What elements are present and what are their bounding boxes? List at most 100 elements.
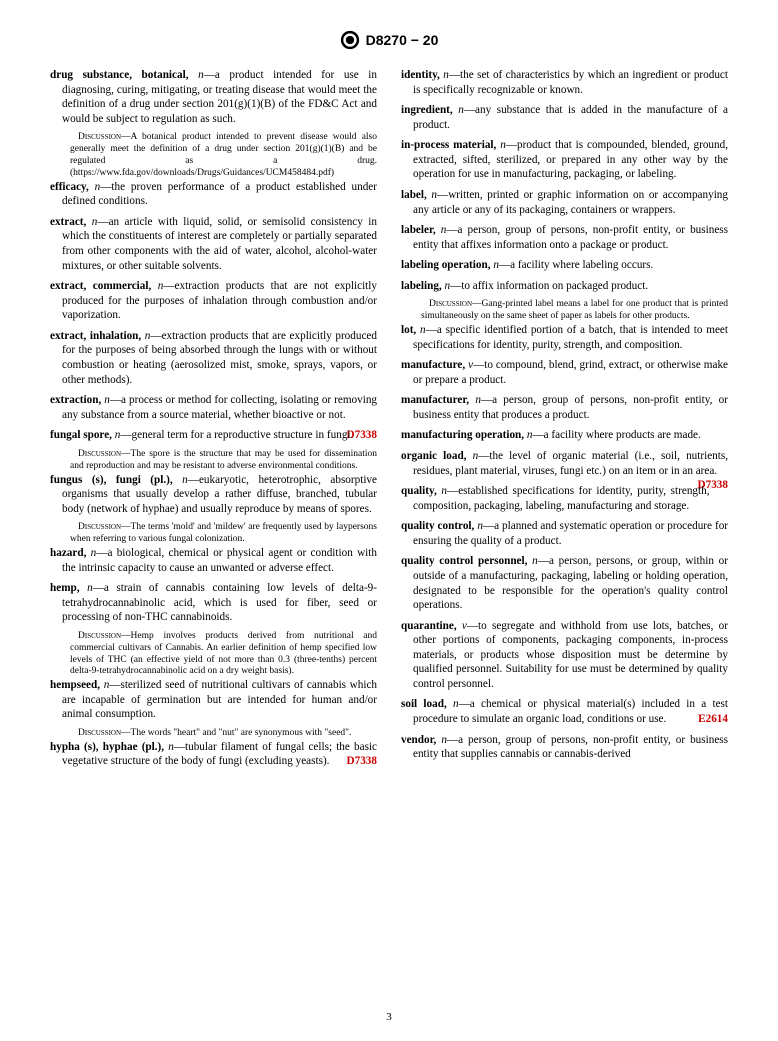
entry-text: extract, n—an article with liquid, solid…: [50, 215, 377, 273]
entry-text: manufacturer, n—a person, group of perso…: [401, 393, 728, 422]
term: fungus (s), fungi (pl.),: [50, 474, 173, 486]
term: hempseed,: [50, 679, 100, 691]
discussion-label: Discussion—: [78, 449, 131, 459]
definition-entry: efficacy, n—the proven performance of a …: [50, 180, 377, 209]
term: labeler,: [401, 224, 436, 236]
term: manufacturer,: [401, 394, 469, 406]
definition: —a person, group of persons, non-profit …: [413, 734, 728, 761]
term: extract, commercial,: [50, 280, 151, 292]
definition-entry: hemp, n—a strain of cannabis containing …: [50, 581, 377, 678]
definition-entry: quality, n—established specifications fo…: [401, 484, 728, 513]
entry-text: hemp, n—a strain of cannabis containing …: [50, 581, 377, 625]
astm-logo-icon: [340, 30, 360, 50]
entry-text: vendor, n—a person, group of persons, no…: [401, 733, 728, 762]
definition-entry: drug substance, botanical, n—a product i…: [50, 68, 377, 180]
definition: —a facility where labeling occurs.: [499, 259, 653, 271]
discussion: Discussion—A botanical product intended …: [50, 132, 377, 180]
entry-text: hazard, n—a biological, chemical or phys…: [50, 546, 377, 575]
definition-entry: labeler, n—a person, group of persons, n…: [401, 223, 728, 252]
definition: —a chemical or physical material(s) incl…: [413, 698, 728, 725]
entry-text: labeler, n—a person, group of persons, n…: [401, 223, 728, 252]
definition: —a process or method for collecting, iso…: [62, 394, 377, 421]
entry-text: organic load, n—the level of organic mat…: [401, 449, 728, 478]
definition-entry: vendor, n—a person, group of persons, no…: [401, 733, 728, 762]
entry-text: manufacture, v—to compound, blend, grind…: [401, 358, 728, 387]
entry-text: in-process material, n—product that is c…: [401, 138, 728, 182]
definition-entry: hypha (s), hyphae (pl.), n—tubular filam…: [50, 740, 377, 769]
entry-text: label, n—written, printed or graphic inf…: [401, 188, 728, 217]
term: hemp,: [50, 582, 80, 594]
definition-entry: in-process material, n—product that is c…: [401, 138, 728, 182]
definition: —the proven performance of a product est…: [62, 181, 377, 208]
entry-text: quality, n—established specifications fo…: [401, 484, 728, 513]
definition: —an article with liquid, solid, or semis…: [62, 216, 377, 272]
definition-entry: fungal spore, n—general term for a repro…: [50, 428, 377, 472]
entry-text: identity, n—the set of characteristics b…: [401, 68, 728, 97]
definition-entry: labeling, n—to affix information on pack…: [401, 279, 728, 323]
term: identity,: [401, 69, 440, 81]
discussion-label: Discussion—: [78, 522, 131, 532]
definition-entry: extraction, n—a process or method for co…: [50, 393, 377, 422]
definition: —a specific identified portion of a batc…: [413, 324, 728, 351]
definition-entry: fungus (s), fungi (pl.), n—eukaryotic, h…: [50, 473, 377, 546]
standard-reference: D7338: [710, 478, 728, 493]
discussion: Discussion—Gang-printed label means a la…: [401, 299, 728, 323]
definition-entry: labeling operation, n—a facility where l…: [401, 258, 728, 273]
term: manufacturing operation,: [401, 429, 524, 441]
entry-text: labeling operation, n—a facility where l…: [401, 258, 728, 273]
discussion: Discussion—The spore is the structure th…: [50, 449, 377, 473]
definition: —to segregate and withhold from use lots…: [413, 620, 728, 690]
definition: —a biological, chemical or physical agen…: [62, 547, 377, 574]
term: drug substance, botanical,: [50, 69, 189, 81]
discussion-label: Discussion—: [78, 631, 131, 641]
term: quality control personnel,: [401, 555, 527, 567]
definition: —a strain of cannabis containing low lev…: [62, 582, 377, 623]
definition-entry: ingredient, n—any substance that is adde…: [401, 103, 728, 132]
term: extraction,: [50, 394, 101, 406]
discussion-text: The words "heart" and "nut" are synonymo…: [131, 728, 352, 738]
entry-text: extraction, n—a process or method for co…: [50, 393, 377, 422]
entry-text: manufacturing operation, n—a facility wh…: [401, 428, 728, 443]
entry-text: efficacy, n—the proven performance of a …: [50, 180, 377, 209]
entry-text: hypha (s), hyphae (pl.), n—tubular filam…: [50, 740, 377, 769]
term: quarantine,: [401, 620, 457, 632]
page-header: D8270 − 20: [50, 30, 728, 50]
entry-text: fungus (s), fungi (pl.), n—eukaryotic, h…: [50, 473, 377, 517]
definition: —the set of characteristics by which an …: [413, 69, 728, 96]
entry-text: drug substance, botanical, n—a product i…: [50, 68, 377, 126]
definition-entry: manufacturing operation, n—a facility wh…: [401, 428, 728, 443]
entry-text: fungal spore, n—general term for a repro…: [50, 428, 377, 443]
page-number: 3: [386, 1011, 392, 1023]
definitions-columns: drug substance, botanical, n—a product i…: [50, 68, 728, 771]
definition: —a facility where products are made.: [532, 429, 700, 441]
term: vendor,: [401, 734, 436, 746]
term: soil load,: [401, 698, 447, 710]
term: lot,: [401, 324, 416, 336]
entry-text: extract, inhalation, n—extraction produc…: [50, 329, 377, 387]
term: extract,: [50, 216, 86, 228]
term: labeling operation,: [401, 259, 491, 271]
term: ingredient,: [401, 104, 453, 116]
entry-text: quality control, n—a planned and systema…: [401, 519, 728, 548]
entry-text: labeling, n—to affix information on pack…: [401, 279, 728, 294]
definition-entry: lot, n—a specific identified portion of …: [401, 323, 728, 352]
definition-entry: label, n—written, printed or graphic inf…: [401, 188, 728, 217]
definition: —general term for a reproductive structu…: [120, 429, 353, 441]
term: extract, inhalation,: [50, 330, 141, 342]
definition: —sterilized seed of nutritional cultivar…: [62, 679, 377, 720]
entry-text: extract, commercial, n—extraction produc…: [50, 279, 377, 323]
discussion-label: Discussion—: [429, 299, 482, 309]
entry-text: soil load, n—a chemical or physical mate…: [401, 697, 728, 726]
definition-entry: hempseed, n—sterilized seed of nutrition…: [50, 678, 377, 740]
definition: —written, printed or graphic information…: [413, 189, 728, 216]
term: hazard,: [50, 547, 86, 559]
term: label,: [401, 189, 427, 201]
definition-entry: manufacture, v—to compound, blend, grind…: [401, 358, 728, 387]
term: in-process material,: [401, 139, 496, 151]
discussion-label: Discussion—: [78, 728, 131, 738]
entry-text: quarantine, v—to segregate and withhold …: [401, 619, 728, 692]
term: hypha (s), hyphae (pl.),: [50, 741, 164, 753]
definition: —to affix information on packaged produc…: [450, 280, 648, 292]
discussion: Discussion—The terms 'mold' and 'mildew'…: [50, 522, 377, 546]
standard-reference: D7338: [359, 428, 377, 443]
